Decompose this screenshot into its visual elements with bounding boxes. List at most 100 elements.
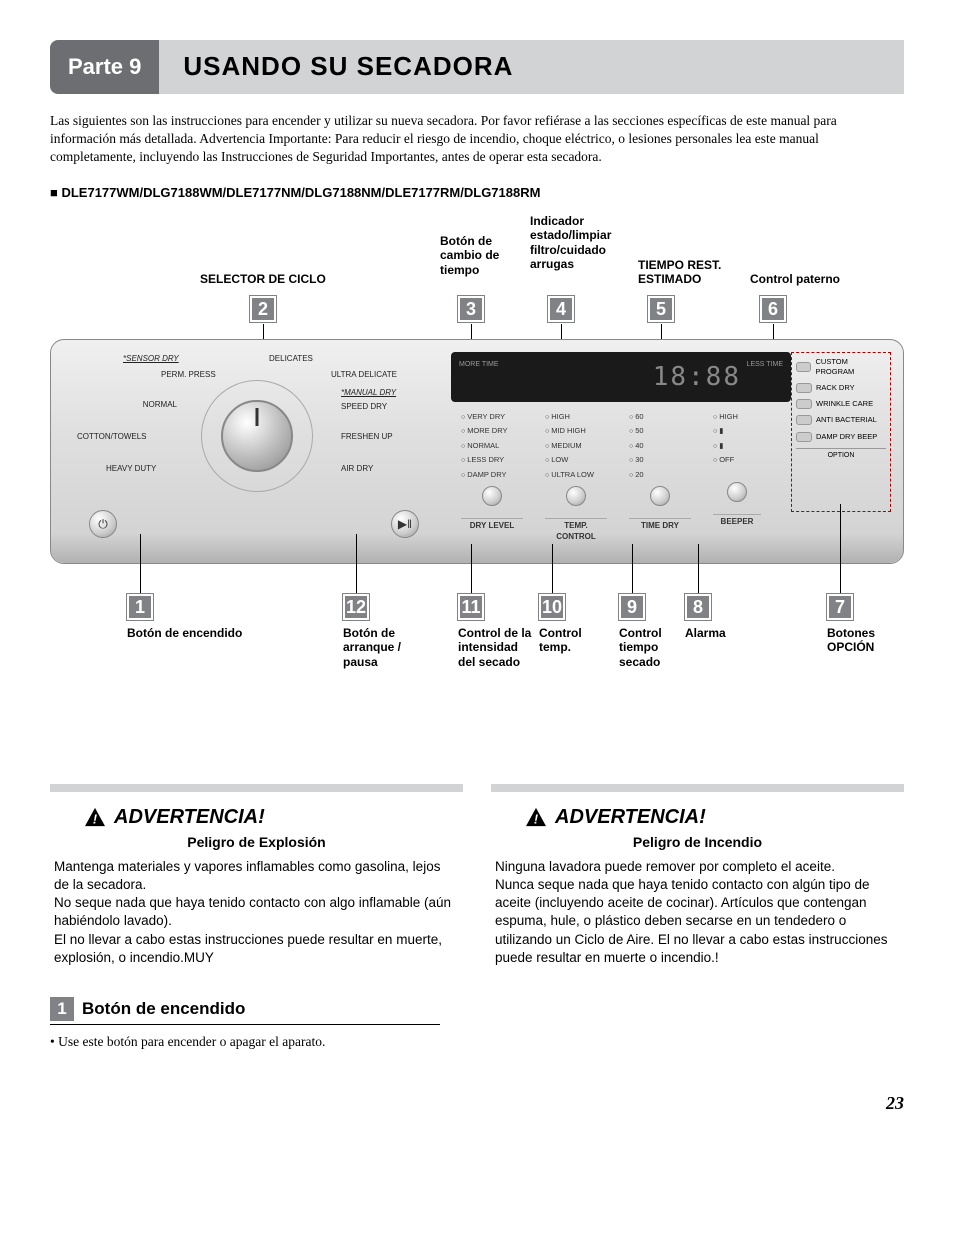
callout-selector-ciclo: SELECTOR DE CICLO (200, 272, 326, 286)
callout-num-2: 2 (250, 296, 276, 322)
model-list: DLE7177WM/DLG7188WM/DLE7177NM/DLG7188NM/… (50, 184, 904, 202)
dial-label: AIR DRY (341, 464, 373, 475)
option-row: DAMP DRY (461, 470, 523, 480)
intro-paragraph: Las siguientes son las instrucciones par… (50, 112, 904, 167)
option-button-row[interactable]: CUSTOM PROGRAM (796, 357, 886, 377)
dial-label: FRESHEN UP (341, 432, 393, 443)
option-row: OFF (713, 455, 761, 465)
option-button[interactable] (796, 432, 812, 442)
more-time-label: MORE TIME (459, 360, 499, 369)
less-time-label: LESS TIME (747, 360, 783, 369)
option-row: 50 (629, 426, 691, 436)
section-1-header: 1 Botón de encendido (50, 997, 440, 1025)
dial-label: ULTRA DELICATE (331, 370, 397, 381)
dial-label: *SENSOR DRY (123, 354, 179, 365)
dial-label: *MANUAL DRY (341, 388, 396, 399)
option-button-row[interactable]: ANTI BACTERIAL (796, 415, 886, 425)
warning-subtitle: Peligro de Explosión (54, 833, 459, 852)
cycle-selector-dial[interactable] (221, 400, 293, 472)
warning-explosion: ! ADVERTENCIA! Peligro de Explosión Mant… (50, 784, 463, 967)
callout-intensidad: Control de la intensidad del secado (458, 626, 534, 669)
option-label: CUSTOM PROGRAM (815, 357, 886, 377)
callout-num-7: 7 (827, 594, 853, 620)
dial-label: PERM. PRESS (161, 370, 216, 381)
option-row: NORMAL (461, 441, 523, 451)
callout-num-10: 10 (539, 594, 565, 620)
option-columns: VERY DRY MORE DRY NORMAL LESS DRY DAMP D… (461, 412, 761, 543)
callout-control-paterno: Control paterno (750, 272, 840, 286)
option-button[interactable] (796, 415, 812, 425)
temp-knob[interactable] (566, 486, 586, 506)
callout-num-8: 8 (685, 594, 711, 620)
option-row: MORE DRY (461, 426, 523, 436)
dry-level-column: VERY DRY MORE DRY NORMAL LESS DRY DAMP D… (461, 412, 523, 543)
column-header: BEEPER (713, 514, 761, 528)
leader-line (840, 504, 841, 594)
option-row: VERY DRY (461, 412, 523, 422)
power-button[interactable]: ⏻ (89, 510, 117, 538)
warning-body: Ninguna lavadora puede remover por compl… (495, 858, 900, 967)
option-buttons-panel: CUSTOM PROGRAM RACK DRY WRINKLE CARE ANT… (791, 352, 891, 512)
option-button-row[interactable]: DAMP DRY BEEP (796, 432, 886, 442)
option-button[interactable] (796, 399, 812, 409)
section-1-body: • Use este botón para encender o apagar … (50, 1033, 904, 1051)
top-callouts: SELECTOR DE CICLO Botón de cambio de tie… (50, 214, 904, 309)
part-badge: Parte 9 (50, 40, 159, 94)
option-button[interactable] (796, 362, 811, 372)
lcd-display: MORE TIME 18:88 LESS TIME (451, 352, 791, 402)
beeper-column: HIGH ▮ ▮ OFF BEEPER (713, 412, 761, 543)
warning-fire: ! ADVERTENCIA! Peligro de Incendio Ningu… (491, 784, 904, 967)
leader-line (263, 324, 264, 339)
option-row: ULTRA LOW (545, 470, 607, 480)
bottom-callouts: 1 12 11 10 9 8 7 Botón de encendido Botó… (50, 594, 904, 754)
dry-level-knob[interactable] (482, 486, 502, 506)
option-row: HIGH (545, 412, 607, 422)
section-number: 1 (50, 997, 74, 1021)
leader-line (698, 544, 699, 594)
option-button[interactable] (796, 383, 812, 393)
time-knob[interactable] (650, 486, 670, 506)
start-pause-button[interactable]: ▶‖ (391, 510, 419, 538)
option-row: 40 (629, 441, 691, 451)
option-row: LESS DRY (461, 455, 523, 465)
time-dry-column: 60 50 40 30 20 TIME DRY (629, 412, 691, 543)
leader-line (471, 544, 472, 594)
callout-encendido: Botón de encendido (127, 626, 242, 640)
option-row: LOW (545, 455, 607, 465)
dial-label: COTTON/TOWELS (77, 432, 147, 443)
warning-title: ADVERTENCIA! (555, 804, 706, 831)
leader-line (140, 534, 141, 594)
leader-line (356, 534, 357, 594)
option-label: WRINKLE CARE (816, 399, 873, 409)
warning-title: ADVERTENCIA! (114, 804, 265, 831)
option-row: HIGH (713, 412, 761, 422)
callout-tiempo-rest: TIEMPO REST. ESTIMADO (638, 258, 738, 287)
option-row: ▮ (713, 441, 761, 451)
option-button-row[interactable]: RACK DRY (796, 383, 886, 393)
option-button-row[interactable]: WRINKLE CARE (796, 399, 886, 409)
temp-column: HIGH MID HIGH MEDIUM LOW ULTRA LOW TEMP.… (545, 412, 607, 543)
option-row: 20 (629, 470, 691, 480)
control-panel-diagram: SELECTOR DE CICLO Botón de cambio de tie… (50, 214, 904, 754)
option-row: 60 (629, 412, 691, 422)
option-row: MEDIUM (545, 441, 607, 451)
option-row: MID HIGH (545, 426, 607, 436)
svg-text:!: ! (534, 812, 539, 827)
column-header: TIME DRY (629, 518, 691, 532)
callout-temp: Control temp. (539, 626, 599, 655)
page-number: 23 (50, 1091, 904, 1115)
callout-indicador: Indicador estado/limpiar filtro/cuidado … (530, 214, 630, 272)
callout-num-6: 6 (760, 296, 786, 322)
warning-body: Mantenga materiales y vapores inflamable… (54, 858, 459, 967)
page-title: USANDO SU SECADORA (159, 40, 904, 94)
leader-line (552, 544, 553, 594)
callout-num-11: 11 (458, 594, 484, 620)
dial-label: DELICATES (269, 354, 313, 365)
svg-text:!: ! (93, 812, 98, 827)
callout-alarma: Alarma (685, 626, 726, 640)
callout-num-5: 4 (548, 296, 574, 322)
callout-num-9: 9 (619, 594, 645, 620)
beeper-knob[interactable] (727, 482, 747, 502)
time-remaining-display: 18:88 (653, 360, 741, 395)
callout-num-12: 12 (343, 594, 369, 620)
